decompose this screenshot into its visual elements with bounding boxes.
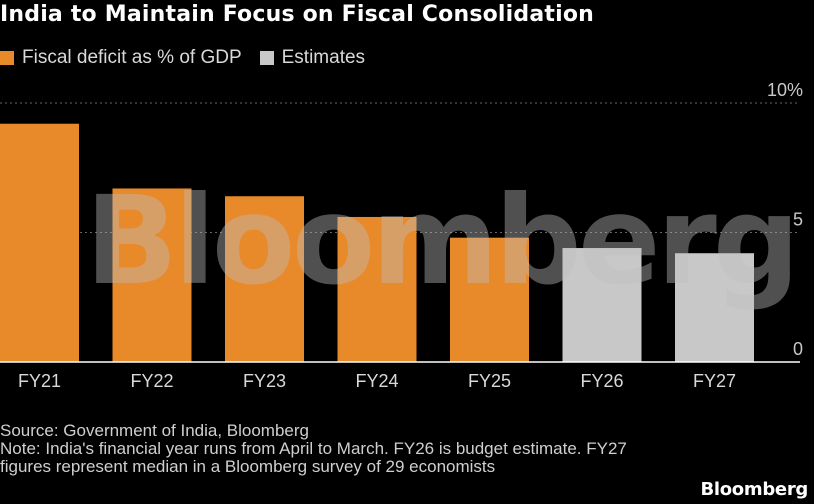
- bloomberg-logo: Bloomberg: [700, 479, 808, 500]
- legend-item-estimates: Estimates: [259, 47, 366, 69]
- source-note: Source: Government of India, Bloomberg: [0, 421, 309, 440]
- x-tick-label: FY21: [18, 371, 61, 390]
- legend-swatch-estimates: [259, 51, 274, 65]
- chart-title: India to Maintain Focus on Fiscal Consol…: [0, 2, 595, 27]
- y-tick-label: 5: [793, 210, 803, 230]
- x-tick-label: FY22: [130, 371, 173, 390]
- bar-fy22: [112, 188, 192, 362]
- footnote: Note: India's financial year runs from A…: [0, 439, 627, 476]
- x-tick-label: FY26: [580, 371, 623, 390]
- bar-fy24: [337, 216, 417, 362]
- y-tick-label: 10%: [767, 80, 803, 100]
- bar-chart: 0 5 10% FY21 FY22 FY23 FY24 FY25 FY26 FY27: [0, 80, 803, 390]
- legend-swatch-fiscal-deficit: [0, 51, 14, 65]
- chart-footer: Source: Government of India, Bloomberg N…: [0, 422, 660, 476]
- legend: Fiscal deficit as % of GDP Estimates: [0, 47, 383, 69]
- bar-fy25: [450, 237, 529, 362]
- bar-fy27: [675, 253, 754, 362]
- bar-fy21: [0, 123, 79, 362]
- x-tick-label: FY23: [243, 371, 286, 390]
- legend-label-estimates: Estimates: [281, 47, 366, 68]
- x-tick-label: FY24: [355, 371, 398, 390]
- x-tick-label: FY25: [468, 371, 511, 390]
- bar-fy23: [225, 196, 304, 362]
- bar-fy26: [562, 248, 642, 362]
- legend-item-fiscal-deficit: Fiscal deficit as % of GDP: [0, 47, 242, 69]
- legend-label-fiscal-deficit: Fiscal deficit as % of GDP: [22, 47, 242, 68]
- y-tick-label: 0: [793, 339, 803, 359]
- x-tick-label: FY27: [693, 371, 736, 390]
